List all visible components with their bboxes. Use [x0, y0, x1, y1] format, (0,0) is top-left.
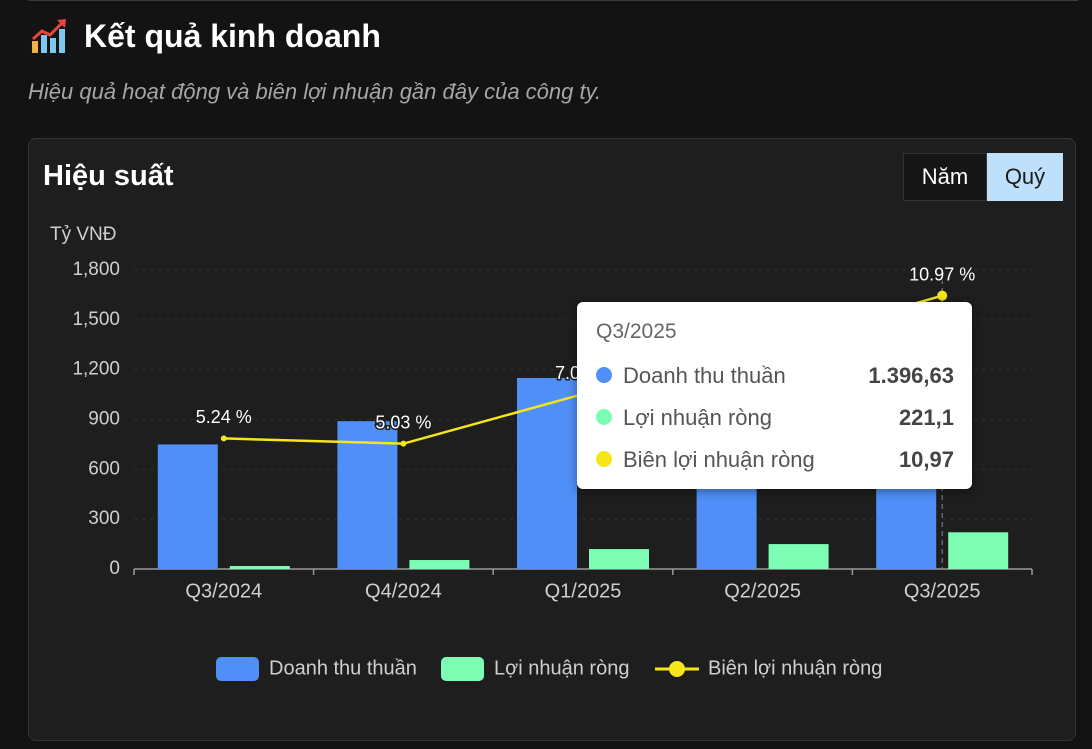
- x-tick-label: Q3/2024: [185, 580, 262, 602]
- divider: [28, 0, 1078, 1]
- y-tick-label: 600: [88, 458, 120, 479]
- line-point: [220, 435, 227, 442]
- tooltip-row: Lợi nhuận ròng 221,1: [596, 402, 954, 432]
- y-tick-label: 300: [88, 508, 120, 529]
- tooltip: Q3/2025 Doanh thu thuần 1.396,63 Lợi nhuận…: [577, 302, 972, 489]
- legend-label[interactable]: Biên lợi nhuận ròng: [708, 657, 882, 679]
- line-point: [937, 290, 948, 301]
- y-tick-label: 900: [88, 409, 120, 430]
- data-label: 10.97 %: [909, 264, 975, 284]
- line-point: [400, 440, 407, 447]
- tooltip-dot: [596, 451, 612, 467]
- tooltip-value: 10,97: [898, 447, 954, 472]
- y-tick-label: 1,200: [72, 359, 120, 380]
- data-label: 5.24 %: [196, 407, 252, 427]
- bar: [229, 566, 290, 569]
- x-tick-label: Q1/2025: [545, 580, 622, 602]
- toggle-year[interactable]: Năm: [903, 153, 987, 201]
- tooltip-series-name: Doanh thu thuần: [623, 363, 786, 388]
- x-tick-label: Q3/2025: [904, 580, 981, 602]
- page-title: Kết quả kinh doanh: [84, 18, 381, 54]
- chart-icon: [32, 19, 66, 53]
- x-tick-label: Q2/2025: [724, 580, 801, 602]
- toggle-quarter[interactable]: Quý: [987, 153, 1063, 201]
- bar: [157, 444, 218, 569]
- y-tick-label: 0: [109, 558, 120, 579]
- legend-swatch: [669, 661, 685, 677]
- tooltip-series-name: Lợi nhuận ròng: [623, 405, 772, 430]
- y-tick-label: 1,800: [72, 259, 120, 280]
- tooltip-dot: [596, 367, 612, 383]
- page-subtitle: Hiệu quả hoạt động và biên lợi nhuận gần…: [28, 79, 602, 104]
- bar: [337, 421, 398, 569]
- bar: [948, 532, 1009, 569]
- card-title: Hiệu suất: [43, 160, 174, 192]
- y-tick-label: 1,500: [72, 309, 120, 330]
- tooltip-value: 221,1: [898, 405, 954, 430]
- legend-label[interactable]: Doanh thu thuần: [269, 657, 417, 679]
- tooltip-category: Q3/2025: [596, 320, 677, 343]
- legend-swatch: [216, 657, 259, 681]
- bar: [768, 544, 829, 569]
- y-axis-label: Tỷ VNĐ: [50, 224, 117, 245]
- tooltip-row: Doanh thu thuần 1.396,63: [596, 360, 954, 390]
- tooltip-value: 1.396,63: [868, 363, 954, 388]
- tooltip-series-name: Biên lợi nhuận ròng: [623, 447, 815, 472]
- data-label: 5.03 %: [375, 412, 431, 432]
- legend-label[interactable]: Lợi nhuận ròng: [494, 657, 629, 679]
- bar: [517, 377, 577, 569]
- legend-swatch: [441, 657, 484, 681]
- bar: [589, 549, 649, 569]
- x-tick-label: Q4/2024: [365, 580, 442, 602]
- bar: [409, 560, 470, 569]
- tooltip-row: Biên lợi nhuận ròng 10,97: [596, 444, 954, 474]
- tooltip-dot: [596, 409, 612, 425]
